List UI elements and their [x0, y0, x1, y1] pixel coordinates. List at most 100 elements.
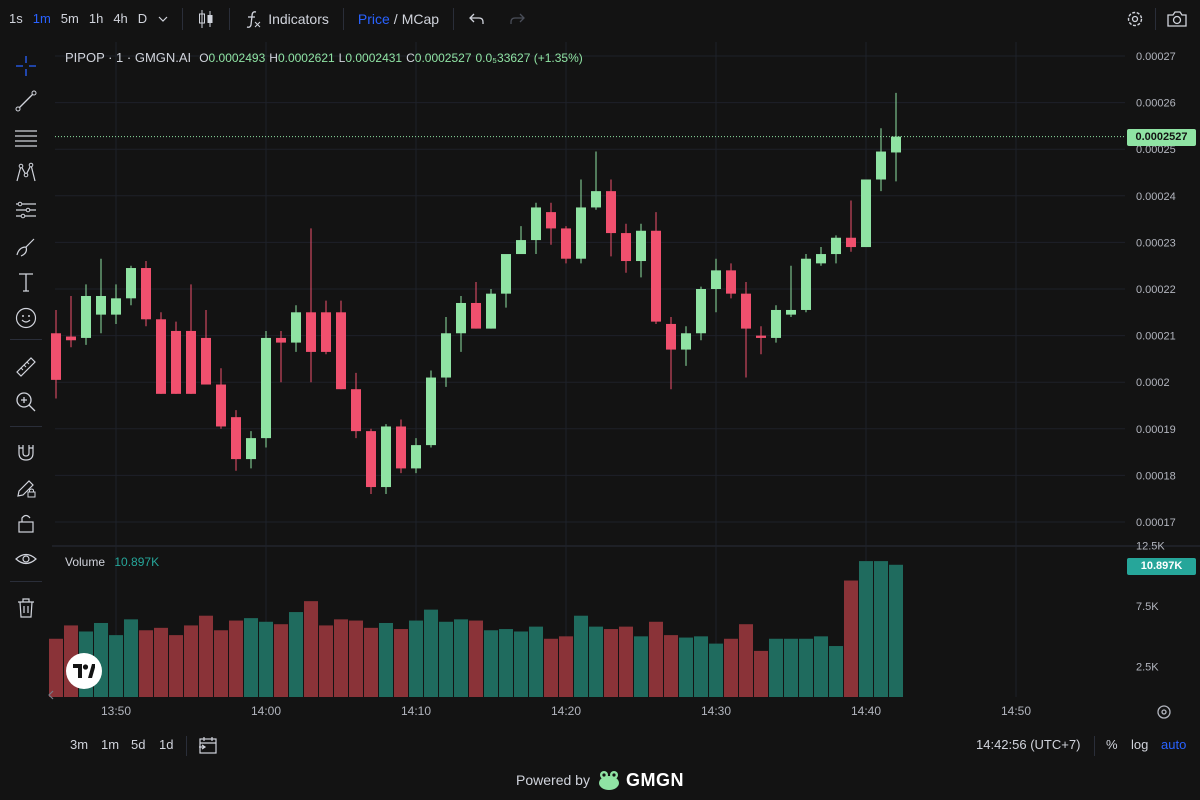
timeframe-d[interactable]: D: [137, 11, 148, 26]
time-tick-label: 14:20: [551, 704, 581, 718]
redo-button[interactable]: [502, 5, 532, 33]
date-range-button[interactable]: [197, 735, 219, 760]
candle-body: [141, 268, 151, 320]
volume-bar: [124, 619, 138, 697]
auto-scale-toggle[interactable]: auto: [1161, 737, 1187, 752]
volume-bar: [574, 615, 588, 697]
tradingview-logo[interactable]: [66, 653, 102, 689]
trendline-tool[interactable]: [12, 87, 40, 115]
volume-bar: [169, 635, 183, 697]
axis-settings-icon[interactable]: [1157, 705, 1171, 719]
candle-body: [516, 240, 526, 255]
screenshot-button[interactable]: [1160, 5, 1194, 33]
chart-type-button[interactable]: [191, 5, 221, 33]
gear-icon: [1127, 11, 1143, 27]
candle-body: [876, 151, 886, 180]
volume-bar: [559, 636, 573, 697]
candle-body: [66, 336, 76, 341]
volume-bar: [544, 638, 558, 697]
mcap-option[interactable]: MCap: [401, 11, 440, 27]
brush-icon: [16, 238, 35, 257]
toolbar-divider: [10, 339, 42, 340]
volume-bar: [634, 636, 648, 697]
candle-body: [711, 270, 721, 289]
price-option[interactable]: Price: [357, 11, 390, 27]
range-1d[interactable]: 1d: [159, 737, 174, 752]
pattern-tool[interactable]: [12, 159, 40, 187]
drawing-toolbar: [0, 46, 52, 626]
candle-body: [261, 337, 271, 439]
toolbar-divider: [453, 8, 455, 30]
candle-body: [366, 431, 376, 488]
volume-bar: [829, 646, 843, 697]
indicators-label: Indicators: [268, 11, 329, 27]
powered-by-footer: Powered by GMGN: [0, 769, 1200, 791]
price-tick-label: 0.00024: [1136, 191, 1176, 203]
volume-bar: [814, 636, 828, 697]
remove-drawings-tool[interactable]: [12, 594, 40, 622]
gmgn-frog-icon: [598, 771, 619, 790]
magnet-tool[interactable]: [12, 438, 40, 466]
volume-label: Volume: [65, 555, 106, 569]
emoji-tool[interactable]: [12, 304, 40, 332]
price-tick-label: 0.00026: [1136, 98, 1176, 110]
lock-drawings-tool[interactable]: [12, 474, 40, 502]
range-3m[interactable]: 3m: [70, 737, 89, 752]
brush-tool[interactable]: [12, 233, 40, 261]
undo-button[interactable]: [462, 5, 492, 33]
price-tick-label: 0.00023: [1136, 237, 1176, 249]
candle-body: [291, 312, 301, 343]
measure-tool[interactable]: [12, 353, 40, 381]
text-icon: [19, 273, 33, 292]
forecast-tool[interactable]: [12, 196, 40, 224]
price-tick-label: 0.00021: [1136, 331, 1176, 343]
timeframe-1h[interactable]: 1h: [88, 11, 104, 26]
candles-icon: [199, 10, 213, 28]
zoom-tool[interactable]: [12, 388, 40, 416]
indicators-button[interactable]: Indicators: [238, 5, 335, 33]
hide-drawings-tool[interactable]: [12, 545, 40, 573]
trash-icon: [18, 598, 34, 618]
settings-button[interactable]: [1119, 5, 1151, 33]
tradingview-logo-icon: [73, 664, 95, 678]
candle-body: [396, 426, 406, 469]
volume-tick-label: 12.5K: [1136, 540, 1165, 552]
fib-tool[interactable]: [12, 124, 40, 152]
candle-body: [816, 254, 826, 264]
volume-bar: [364, 627, 378, 697]
candle-body: [216, 384, 226, 427]
percent-scale-toggle[interactable]: %: [1106, 737, 1118, 752]
candle-body: [96, 295, 106, 315]
candle-body: [306, 312, 316, 352]
log-scale-toggle[interactable]: log: [1131, 737, 1149, 752]
toolbar-right: [1119, 5, 1194, 33]
timeframe-4h[interactable]: 4h: [113, 11, 128, 26]
timeframe-5m[interactable]: 5m: [60, 11, 79, 26]
range-1m[interactable]: 1m: [101, 737, 120, 752]
timeframe-dropdown[interactable]: [152, 5, 174, 33]
last-volume-tag: 10.897K: [1127, 558, 1196, 575]
chevron-left-icon[interactable]: [48, 690, 54, 700]
volume-value: 10.897K: [114, 555, 160, 569]
volume-bar: [154, 627, 168, 697]
candle-body: [576, 207, 586, 259]
candle-body: [186, 330, 196, 394]
candle-body: [246, 438, 256, 460]
crosshair-icon: [16, 56, 36, 76]
volume-bar: [514, 631, 528, 697]
timeframe-1m[interactable]: 1m: [32, 11, 51, 26]
volume-bar: [649, 621, 663, 697]
candle-body: [681, 333, 691, 350]
volume-bar: [529, 626, 543, 697]
timeframe-1s[interactable]: 1s: [9, 11, 23, 26]
price-mcap-toggle[interactable]: Price / MCap: [352, 5, 445, 33]
lock-tool[interactable]: [12, 509, 40, 537]
clock[interactable]: 14:42:56 (UTC+7): [976, 737, 1081, 752]
price-tick-label: 0.00025: [1136, 144, 1176, 156]
crosshair-tool[interactable]: [12, 52, 40, 80]
range-5d[interactable]: 5d: [131, 737, 146, 752]
time-tick-label: 14:10: [401, 704, 431, 718]
text-tool[interactable]: [12, 268, 40, 296]
price-tick-label: 0.00017: [1136, 517, 1176, 529]
